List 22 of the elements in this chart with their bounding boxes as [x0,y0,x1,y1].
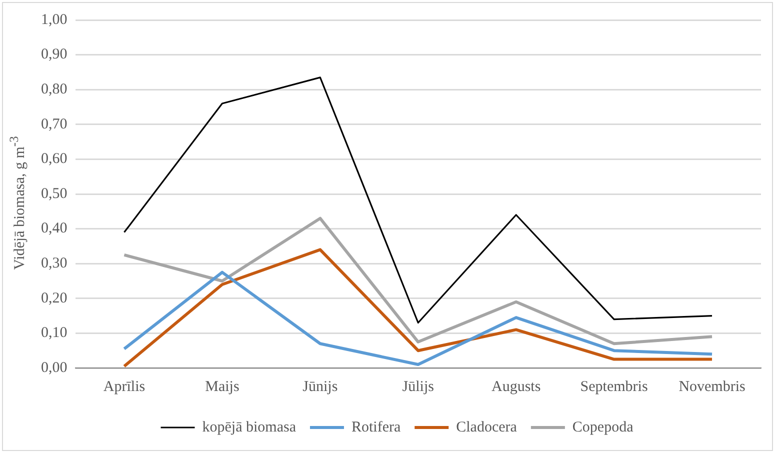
x-tick-label: Jūnijs [302,378,338,395]
legend-label: Rotifera [351,419,401,436]
y-tick-label: 0,30 [41,256,68,272]
y-tick-label: 0,10 [41,325,68,342]
y-tick-label: 0,40 [41,220,68,237]
y-tick-label: 0,60 [41,151,68,168]
y-tick-label: 0,90 [41,46,68,63]
y-tick-label: 0,80 [41,82,68,98]
x-tick-label: Aprīlis [103,378,146,395]
y-tick-label: 1,00 [41,12,68,28]
legend-label: Cladocera [456,419,518,436]
y-tick-label: 0,70 [41,116,68,132]
legend-label: Copepoda [572,419,634,436]
legend-label: kopējā biomasa [202,419,296,436]
x-tick-label: Maijs [205,378,240,395]
x-tick-label: Septembris [580,378,648,395]
y-tick-label: 0,20 [41,290,68,306]
y-tick-label: 0,50 [41,186,68,202]
x-tick-label: Augusts [491,378,541,395]
x-tick-label: Novembris [678,378,746,395]
y-tick-label: 0,00 [41,360,68,376]
x-tick-label: Jūlijs [402,378,434,395]
